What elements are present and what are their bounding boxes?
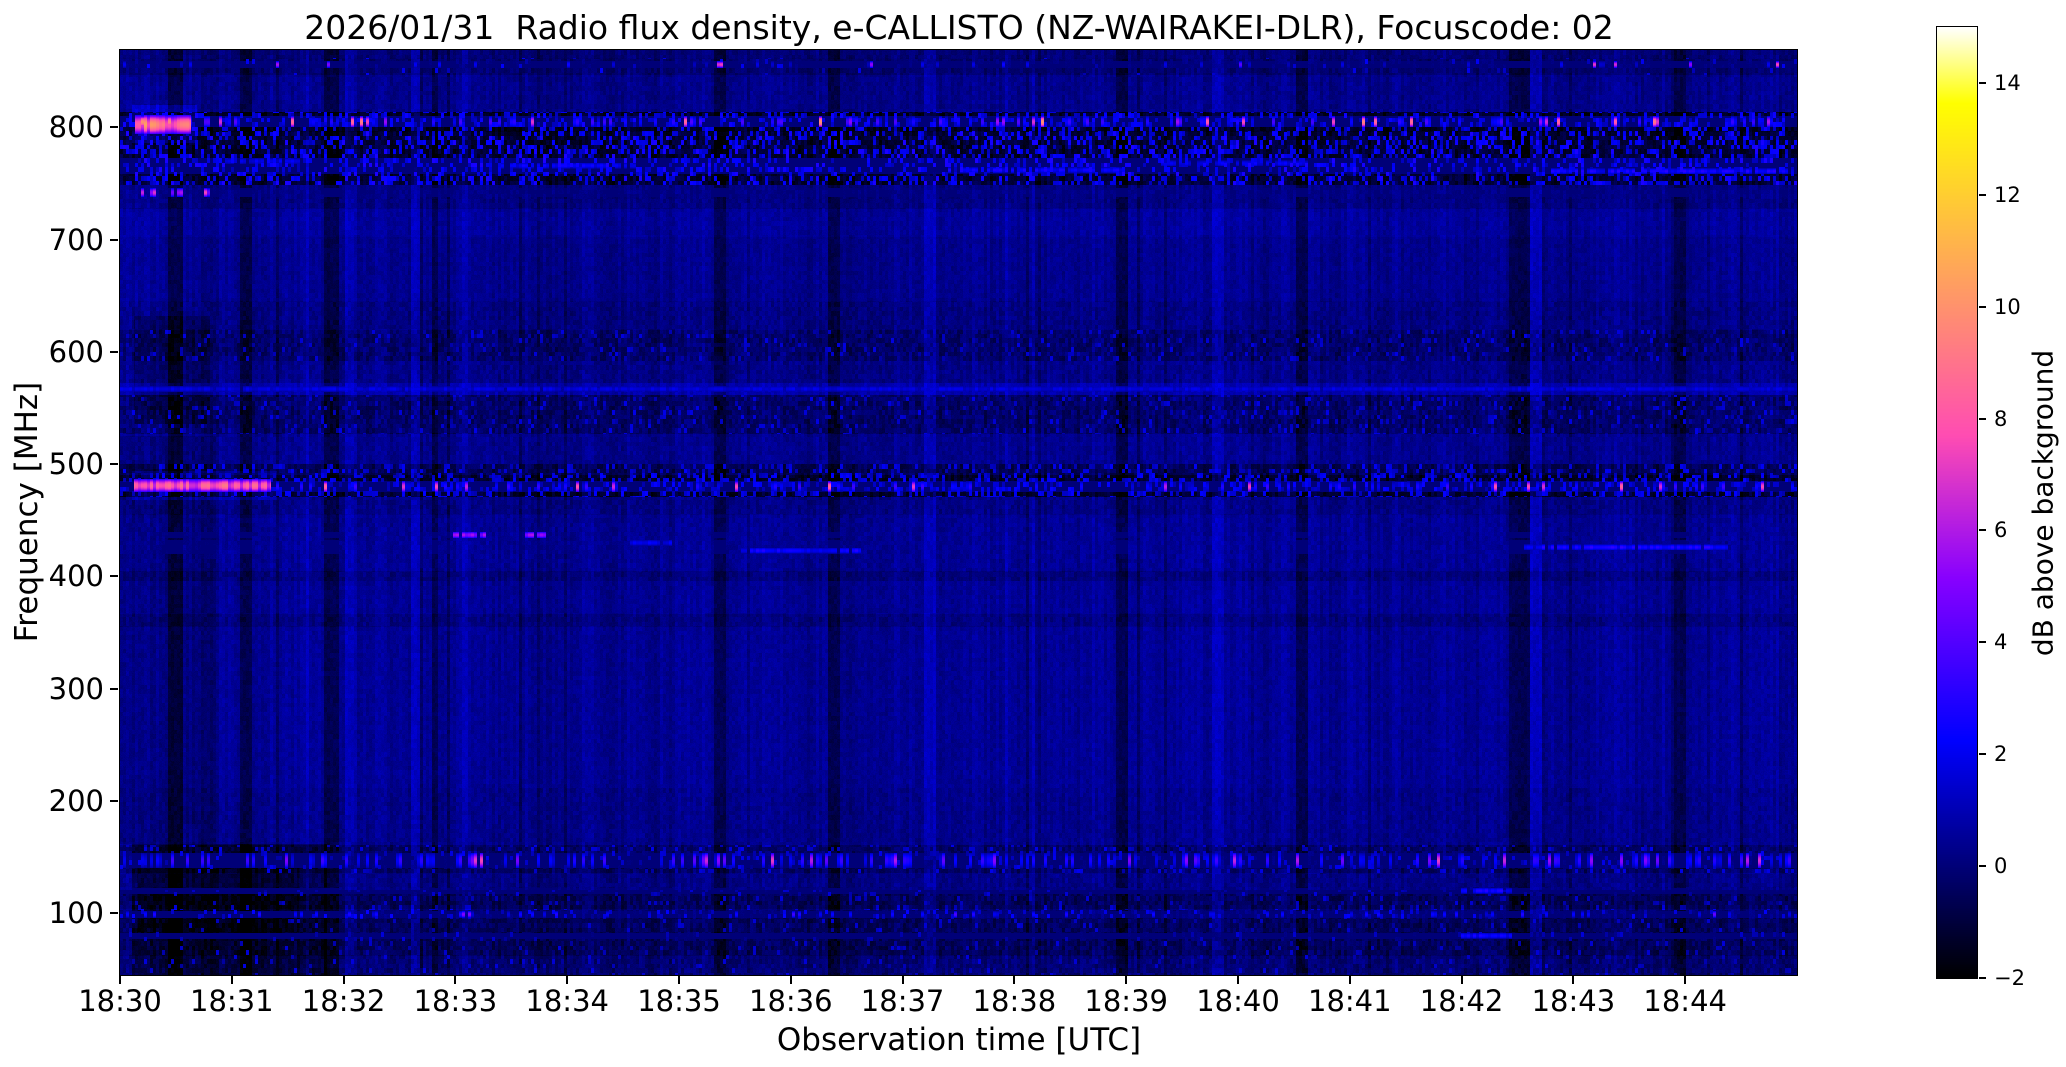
y-tick-label: 100 xyxy=(48,896,104,931)
spectrogram-canvas xyxy=(120,50,1797,975)
colorbar xyxy=(1936,26,1978,979)
y-tick-mark xyxy=(110,463,118,466)
x-tick-label: 18:33 xyxy=(413,984,498,1018)
x-tick-mark xyxy=(1237,976,1239,984)
x-tick-label: 18:31 xyxy=(190,984,274,1018)
colorbar-tick-label: 10 xyxy=(1994,294,2021,319)
chart-title: 2026/01/31 Radio flux density, e-CALLIST… xyxy=(304,8,1614,47)
x-tick-label: 18:39 xyxy=(1084,984,1168,1018)
x-tick-mark xyxy=(119,976,121,984)
x-tick-mark xyxy=(566,976,569,984)
x-tick-label: 18:44 xyxy=(1643,984,1727,1018)
colorbar-tick-label: 14 xyxy=(1994,70,2021,95)
colorbar-tick-label: 6 xyxy=(1994,518,2008,543)
y-tick-label: 300 xyxy=(48,671,104,706)
y-tick-label: 200 xyxy=(48,784,104,818)
x-tick-mark xyxy=(1348,976,1351,984)
x-tick-mark xyxy=(1460,976,1463,984)
y-tick-label: 400 xyxy=(48,559,104,594)
colorbar-label: dB above background xyxy=(2026,349,2060,657)
colorbar-tick-mark xyxy=(1979,81,1986,84)
x-tick-mark xyxy=(230,976,233,984)
colorbar-canvas xyxy=(1937,27,1977,978)
colorbar-tick-mark xyxy=(1979,193,1986,196)
x-tick-mark xyxy=(1125,976,1128,984)
x-tick-label: 18:43 xyxy=(1531,984,1616,1018)
x-tick-mark xyxy=(1684,976,1687,984)
x-axis-label: Observation time [UTC] xyxy=(776,1022,1142,1058)
y-tick-label: 700 xyxy=(48,222,104,257)
y-tick-mark xyxy=(110,350,118,353)
colorbar-tick-label: −2 xyxy=(1994,966,2025,990)
y-tick-label: 800 xyxy=(48,110,104,145)
x-tick-mark xyxy=(342,976,345,984)
x-tick-mark xyxy=(901,976,904,984)
y-tick-mark xyxy=(110,126,118,129)
y-tick-mark xyxy=(110,687,118,690)
x-tick-label: 18:32 xyxy=(301,984,386,1018)
x-tick-label: 18:36 xyxy=(749,984,833,1018)
x-tick-mark xyxy=(678,976,680,984)
x-tick-label: 18:42 xyxy=(1419,984,1504,1018)
x-tick-mark xyxy=(454,976,457,984)
x-tick-label: 18:34 xyxy=(525,984,609,1018)
colorbar-tick-mark xyxy=(1979,305,1986,308)
x-tick-label: 18:35 xyxy=(637,984,721,1018)
colorbar-tick-mark xyxy=(1979,641,1986,644)
colorbar-tick-label: 12 xyxy=(1994,182,2021,207)
x-tick-mark xyxy=(1572,976,1575,984)
colorbar-tick-label: 4 xyxy=(1994,630,2008,655)
colorbar-tick-mark xyxy=(1979,529,1986,532)
colorbar-tick-mark xyxy=(1979,417,1986,420)
y-tick-mark xyxy=(110,800,118,802)
x-tick-mark xyxy=(789,976,792,984)
x-tick-label: 18:41 xyxy=(1308,984,1392,1018)
colorbar-tick-mark xyxy=(1979,977,1986,979)
x-tick-label: 18:30 xyxy=(78,984,162,1018)
colorbar-tick-label: 0 xyxy=(1994,854,2008,879)
y-axis-label: Frequency [MHz] xyxy=(9,381,45,643)
spectrogram-plot-area xyxy=(119,49,1798,976)
y-tick-mark xyxy=(110,575,118,578)
x-tick-label: 18:37 xyxy=(860,984,945,1018)
colorbar-tick-mark xyxy=(1979,753,1986,756)
colorbar-tick-label: 8 xyxy=(1994,406,2008,431)
colorbar-tick-mark xyxy=(1979,865,1986,868)
x-tick-mark xyxy=(1013,976,1016,984)
y-tick-label: 500 xyxy=(48,447,104,482)
y-tick-mark xyxy=(110,912,118,915)
y-tick-label: 600 xyxy=(48,334,104,369)
x-tick-label: 18:40 xyxy=(1196,984,1280,1018)
x-tick-label: 18:38 xyxy=(972,984,1057,1018)
colorbar-tick-label: 2 xyxy=(1994,742,2008,767)
y-tick-mark xyxy=(110,238,118,241)
